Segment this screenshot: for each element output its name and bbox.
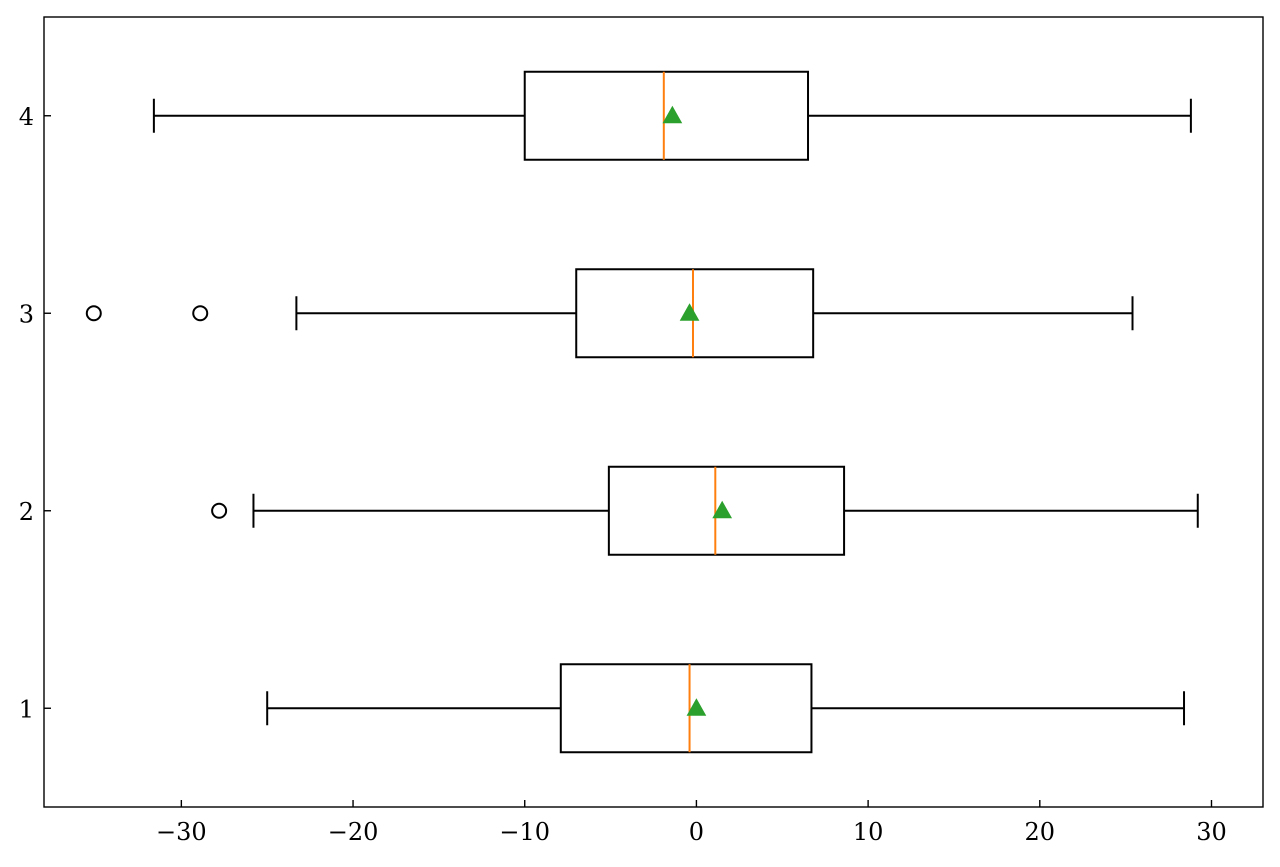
box-group [211,465,1199,556]
outlier-point [192,305,209,322]
x-tick-label: 20 [1025,818,1056,846]
y-tick-label: 3 [19,300,34,328]
x-tick-label: 10 [853,818,884,846]
box [575,268,815,359]
mean-marker [679,303,700,321]
y-axis: 1 2 3 4 [19,103,51,723]
box [523,70,810,161]
mean-marker [712,500,733,519]
mean-marker [686,698,707,716]
x-tick-label: 30 [1196,818,1227,846]
box-group [266,663,1186,754]
x-tick-label: 0 [689,818,704,846]
y-tick-label: 1 [19,695,34,723]
box-group [85,268,1134,359]
box-group [152,70,1192,161]
y-tick-label: 2 [19,498,34,526]
box [559,663,813,754]
boxes-layer [85,70,1199,754]
mean-marker [662,105,683,124]
x-tick-label: −30 [156,818,207,846]
x-tick-label: −20 [328,818,379,846]
x-tick-label: −10 [499,818,550,846]
outlier-point [85,305,102,322]
box [607,465,846,556]
y-tick-label: 4 [19,103,34,131]
outlier-point [211,502,228,519]
plot-frame [43,16,1264,808]
x-axis: −30 −20 −10 0 10 20 30 [156,800,1227,846]
